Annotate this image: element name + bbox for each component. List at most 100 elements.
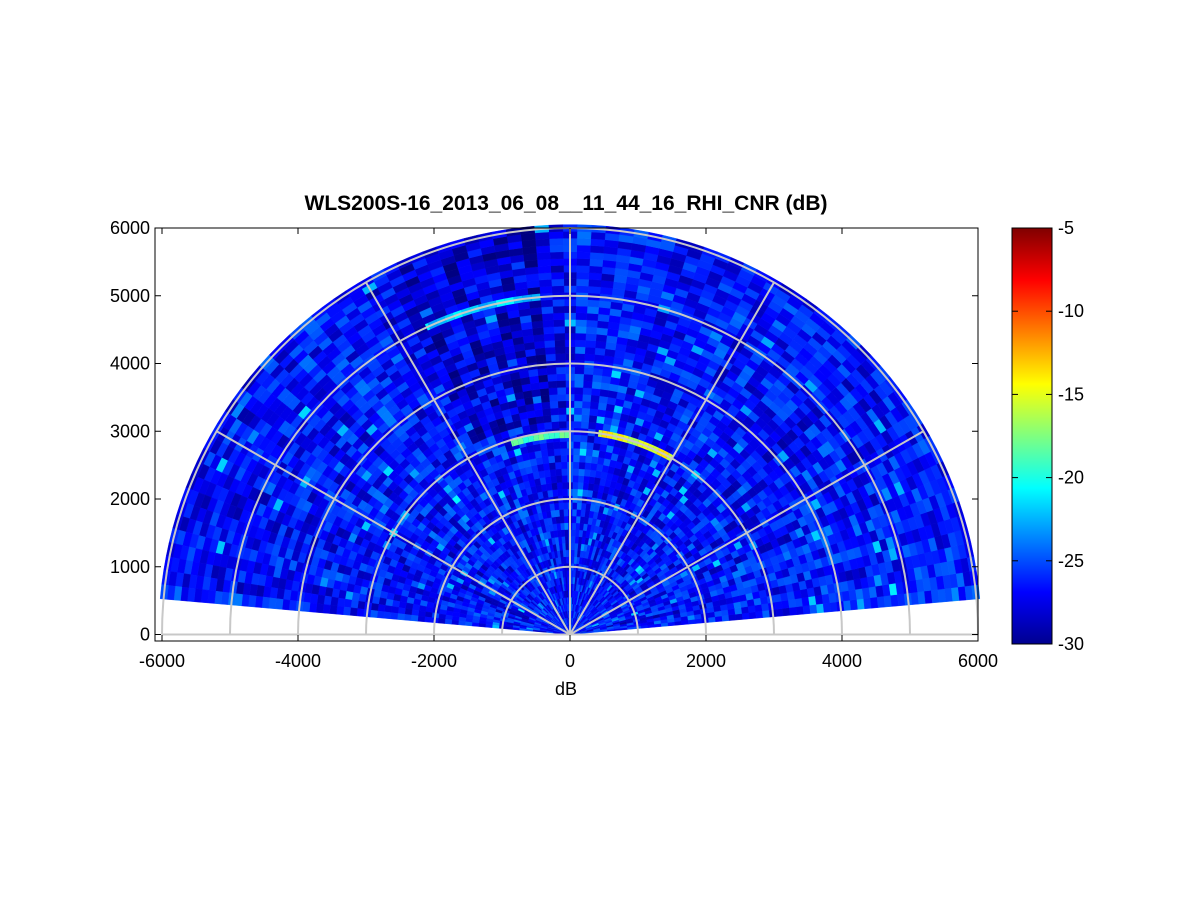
cnr-cell: [550, 258, 564, 266]
cnr-cell: [572, 448, 581, 456]
cnr-cell: [539, 442, 548, 451]
cnr-cell: [747, 605, 756, 613]
cnr-cell: [555, 475, 563, 483]
cnr-cell: [378, 597, 387, 606]
cnr-cell: [576, 502, 582, 510]
cnr-cell: [802, 604, 811, 615]
cnr-cell: [575, 278, 589, 287]
cnr-cell: [550, 265, 564, 273]
cnr-cell: [589, 258, 604, 267]
cnr-cell: [583, 373, 594, 382]
cnr-cell: [541, 312, 554, 321]
cnr-cell: [539, 285, 553, 294]
cnr-cell: [532, 333, 545, 343]
cnr-cell: [558, 502, 564, 510]
cnr-cell: [571, 508, 577, 517]
cnr-cell: [581, 407, 591, 416]
cnr-cell: [560, 461, 568, 469]
cnr-cell: [579, 516, 585, 524]
cnr-cell: [547, 455, 556, 464]
cnr-cell: [538, 272, 552, 281]
cnr-cell: [574, 529, 580, 537]
cnr-cell: [549, 251, 564, 260]
cnr-cell: [592, 367, 603, 376]
cnr-cell: [581, 400, 591, 409]
cnr-cell: [576, 265, 590, 273]
cnr-cell: [552, 305, 565, 314]
cnr-cell: [582, 387, 592, 396]
cnr-cell: [556, 373, 566, 381]
cnr-cell: [535, 415, 545, 424]
cnr-cell: [590, 387, 601, 396]
cnr-cell: [580, 414, 590, 423]
cnr-cell: [762, 609, 771, 618]
cnr-cell: [576, 251, 591, 260]
cnr-cell: [555, 353, 566, 361]
cnr-cell: [582, 394, 592, 402]
cnr-cell: [559, 441, 567, 449]
cnr-cell: [546, 441, 554, 450]
cnr-cell: [538, 279, 552, 288]
cnr-cell: [537, 367, 548, 376]
cnr-cell: [583, 367, 594, 375]
cnr-cell: [596, 409, 606, 418]
cnr-cell: [574, 346, 586, 354]
cnr-cell: [541, 401, 551, 410]
cnr-cell: [539, 387, 550, 396]
cnr-cell: [561, 475, 568, 483]
cnr-cell: [584, 346, 596, 355]
cnr-cell: [748, 611, 757, 620]
cnr-cell: [589, 408, 598, 417]
cnr-cell: [552, 441, 561, 450]
cnr-cell: [534, 347, 546, 356]
cnr-cell: [576, 271, 590, 280]
cnr-cell: [542, 414, 552, 423]
cnr-cell: [575, 312, 588, 321]
cnr-cell: [551, 421, 560, 429]
cnr-cell: [553, 326, 565, 334]
cnr-cell: [585, 333, 597, 342]
cnr-cell: [571, 522, 577, 530]
cnr-cell: [580, 421, 589, 429]
cnr-cell: [588, 414, 598, 423]
cnr-cell: [822, 602, 832, 613]
cnr-cell: [741, 612, 750, 620]
cnr-cell: [580, 509, 586, 518]
cnr-cell: [557, 393, 567, 402]
cnr-cell: [557, 407, 567, 415]
cnr-cell: [591, 381, 602, 390]
cnr-cell: [575, 305, 588, 314]
cnr-cell: [794, 597, 804, 608]
cnr-cell: [548, 231, 564, 239]
plot-area: -6000 -4000 -2000 0 2000 4000 6000 01000200030…: [110, 218, 998, 671]
cnr-cell: [570, 576, 574, 584]
cnr-cell: [801, 596, 810, 607]
cnr-cell: [584, 339, 596, 348]
cnr-cell: [573, 434, 581, 442]
cnr-cell: [549, 407, 559, 416]
cnr-cell: [531, 320, 544, 329]
cnr-cell: [587, 421, 597, 430]
cnr-cell: [587, 285, 601, 294]
cnr-cell: [391, 600, 401, 608]
cnr-cell: [588, 272, 602, 281]
cnr-cell: [542, 319, 555, 328]
cnr-cell: [574, 380, 584, 388]
cnr-cell: [576, 238, 592, 246]
cnr-cell: [570, 569, 574, 578]
cnr-cell: [572, 481, 579, 490]
cnr-cell: [582, 380, 593, 389]
cnr-cell: [590, 394, 600, 403]
cnr-cell: [788, 598, 797, 608]
cnr-cell: [590, 231, 606, 240]
cnr-cell: [597, 402, 607, 411]
cnr-cell: [593, 354, 605, 363]
cnr-cell: [572, 454, 580, 463]
cnr-cell: [597, 450, 606, 459]
cnr-cell: [561, 481, 568, 490]
cnr-cell: [571, 502, 578, 510]
cnr-cell: [576, 509, 582, 517]
cnr-cell: [576, 244, 591, 253]
cnr-cell: [572, 475, 579, 483]
